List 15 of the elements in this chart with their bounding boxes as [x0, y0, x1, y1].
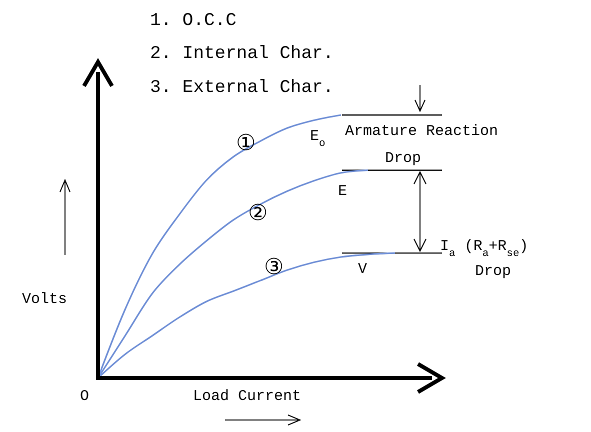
- annotation: E$_{o}$: [310, 128, 326, 150]
- text: Drop: [475, 263, 512, 280]
- text: O: [80, 388, 90, 405]
- x-axis-title: Load Current: [193, 388, 302, 405]
- annotation: Armature Reaction: [345, 123, 498, 140]
- series-label: ③: [264, 255, 284, 280]
- annotation: Drop: [385, 150, 422, 167]
- text: 2. Internal Char.: [150, 44, 334, 64]
- annotation: V: [358, 261, 368, 278]
- annotation: E: [338, 183, 348, 200]
- text: 3. External Char.: [150, 78, 334, 98]
- text: 1. O.C.C: [150, 11, 237, 31]
- text: I$_{a}$ (R$_{a}$+R$_{se}$): [440, 238, 528, 260]
- y-axis-title: Volts: [22, 291, 68, 308]
- series-label: ②: [248, 201, 268, 226]
